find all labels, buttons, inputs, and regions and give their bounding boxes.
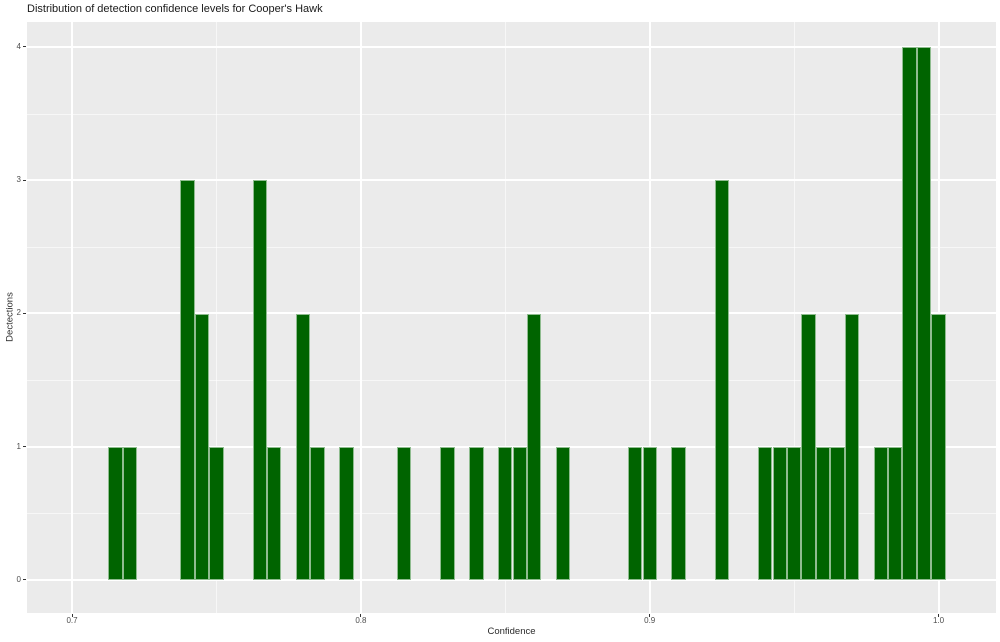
gridline-major-horizontal [27, 45, 996, 48]
histogram-bar [801, 313, 816, 580]
gridline-major-horizontal [27, 578, 996, 581]
gridline-major-horizontal [27, 312, 996, 315]
histogram-bar [440, 446, 455, 580]
y-axis-tick-mark [23, 46, 26, 48]
histogram-bar [772, 446, 787, 580]
x-tick-label: 0.7 [66, 616, 78, 625]
gridline-major-horizontal [27, 179, 996, 182]
x-axis-label: Confidence [487, 626, 536, 637]
y-axis-tick-mark [23, 579, 26, 581]
histogram-bar [397, 446, 412, 580]
y-tick-label: 1 [16, 441, 21, 451]
histogram-bar [194, 313, 210, 580]
gridline-minor-horizontal [27, 246, 996, 248]
histogram-bar [786, 446, 802, 580]
gridline-minor-vertical [794, 22, 796, 613]
histogram-bar [671, 446, 686, 580]
gridline-major-vertical [71, 22, 74, 613]
histogram-bar [108, 446, 123, 580]
histogram-bar [295, 313, 311, 580]
histogram-bar [830, 446, 845, 580]
y-axis-tick-mark [23, 179, 26, 181]
y-tick-label: 2 [16, 308, 21, 318]
plot-panel [27, 22, 996, 613]
histogram-bar [267, 446, 282, 580]
gridline-major-vertical [648, 22, 651, 613]
x-axis-tick-mark [649, 614, 651, 617]
gridline-major-vertical [359, 22, 362, 613]
x-axis-tick-mark [938, 614, 940, 617]
histogram-bar [339, 446, 354, 580]
histogram-bar [714, 180, 730, 580]
histogram-bar [916, 47, 932, 580]
chart-title: Distribution of detection confidence lev… [27, 3, 323, 15]
y-tick-label: 0 [16, 574, 21, 584]
gridline-minor-vertical [505, 22, 507, 613]
histogram-bar [844, 313, 860, 580]
y-axis-label: Dectections [4, 292, 16, 342]
histogram-bar [873, 446, 888, 580]
histogram-bar [628, 446, 643, 580]
y-axis-tick-mark [23, 446, 26, 448]
x-tick-label: 0.9 [644, 616, 656, 625]
histogram-bar [180, 180, 195, 580]
histogram-bar [815, 446, 831, 580]
histogram-bar [931, 313, 946, 580]
histogram-bar [758, 446, 773, 580]
x-axis-tick-mark [71, 614, 73, 617]
histogram-bar [642, 446, 657, 580]
histogram-bar [209, 446, 224, 580]
histogram-bar [555, 446, 571, 580]
histogram-bar [902, 47, 917, 580]
histogram-bar [498, 446, 513, 580]
gridline-minor-horizontal [27, 380, 996, 382]
histogram-bar [310, 446, 325, 580]
histogram-bar [469, 446, 484, 580]
y-tick-label: 4 [16, 41, 21, 51]
x-axis-tick-mark [360, 614, 362, 617]
y-tick-label: 3 [16, 175, 21, 185]
x-tick-label: 1.0 [932, 616, 945, 625]
y-axis-tick-mark [23, 312, 26, 314]
x-tick-label: 0.8 [355, 616, 367, 625]
histogram-bar [512, 446, 527, 580]
histogram-bar [252, 180, 267, 580]
histogram-bar [888, 446, 903, 580]
histogram-bar [527, 313, 542, 580]
gridline-minor-horizontal [27, 113, 996, 115]
gridline-minor-vertical [216, 22, 218, 613]
histogram-bar [122, 446, 137, 580]
